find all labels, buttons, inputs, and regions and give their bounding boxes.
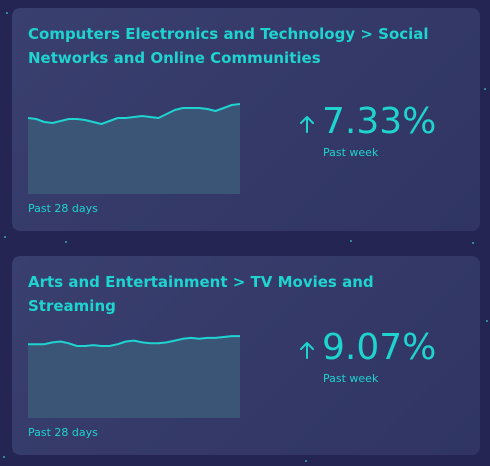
range-label: Past 28 days [28,202,98,215]
star-dot [4,236,6,238]
trend-sparkline [28,335,240,418]
category-card: Arts and Entertainment > TV Movies and S… [12,256,480,455]
sparkline-area [28,104,240,194]
range-label: Past 28 days [28,426,98,439]
star-dot [3,456,5,458]
arrow-up-icon [300,116,314,133]
category-card: Computers Electronics and Technology > S… [12,8,480,231]
change-period-label: Past week [323,372,379,385]
arrow-up-icon [300,342,314,359]
star-dot [305,460,307,462]
sparkline-area [28,336,240,418]
star-dot [350,240,352,242]
sparkline-line [28,103,240,125]
change-value: 7.33% [322,101,437,142]
category-title[interactable]: Computers Electronics and Technology > S… [28,25,429,67]
star-dot [484,88,486,90]
star-dot [486,320,488,322]
star-dot [472,242,474,244]
star-dot [6,12,8,14]
star-dot [65,241,67,243]
category-title[interactable]: Arts and Entertainment > TV Movies and S… [28,273,374,315]
change-value: 9.07% [322,327,437,368]
trend-sparkline [28,103,240,194]
change-period-label: Past week [323,146,379,159]
sparkline-line [28,335,240,347]
